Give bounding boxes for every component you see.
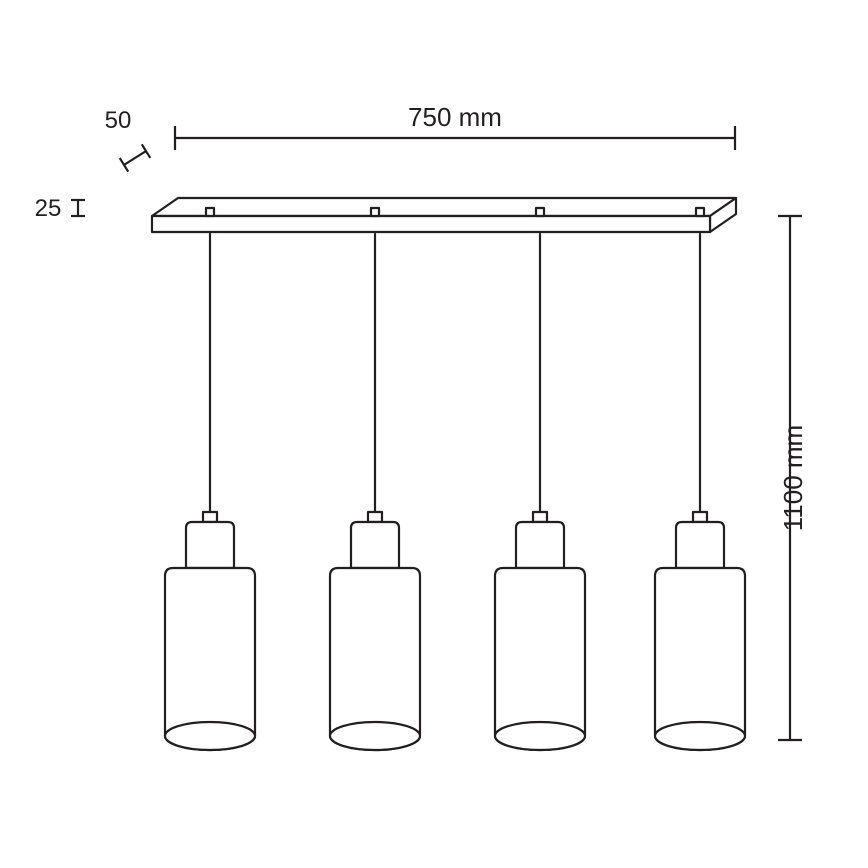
pendant-cap bbox=[533, 512, 547, 522]
depth-dim-line bbox=[124, 151, 146, 165]
pendant-nub bbox=[696, 208, 704, 216]
pendant-cap bbox=[203, 512, 217, 522]
depth-dimension-group bbox=[120, 144, 151, 171]
dimension-drawing: 750 mm 50 25 1100 mm bbox=[0, 0, 868, 868]
height-dimension-group: 1100 mm bbox=[778, 216, 808, 740]
ceiling-bar bbox=[152, 198, 736, 232]
pendant-cap bbox=[693, 512, 707, 522]
pendant-nub bbox=[371, 208, 379, 216]
pendant-socket bbox=[676, 522, 724, 568]
height-dim-label: 1100 mm bbox=[778, 425, 808, 531]
pendants-group bbox=[165, 208, 745, 750]
depth-dim-cap-b bbox=[142, 144, 150, 158]
pendant-3 bbox=[495, 208, 585, 750]
pendant-cap bbox=[368, 512, 382, 522]
thickness-dimension-group: 25 bbox=[35, 195, 85, 222]
pendant-shade-bottom bbox=[655, 722, 745, 750]
width-dimension-group: 750 mm bbox=[175, 102, 735, 150]
pendant-2 bbox=[330, 208, 420, 750]
pendant-shade-bottom bbox=[495, 722, 585, 750]
pendant-nub bbox=[536, 208, 544, 216]
pendant-socket bbox=[186, 522, 234, 568]
depth-dim-cap-a bbox=[120, 158, 128, 172]
thk-dim-label: 25 bbox=[35, 195, 62, 222]
pendant-1 bbox=[165, 208, 255, 750]
pendant-shade-bottom bbox=[330, 722, 420, 750]
pendant-socket bbox=[351, 522, 399, 568]
pendant-shade-bottom bbox=[165, 722, 255, 750]
width-dim-label: 750 mm bbox=[408, 102, 502, 132]
depth-dim-label: 50 bbox=[105, 107, 132, 134]
bar-front-face bbox=[152, 216, 710, 232]
pendant-nub bbox=[206, 208, 214, 216]
bar-top-face bbox=[152, 198, 736, 216]
pendant-socket bbox=[516, 522, 564, 568]
pendant-4 bbox=[655, 208, 745, 750]
